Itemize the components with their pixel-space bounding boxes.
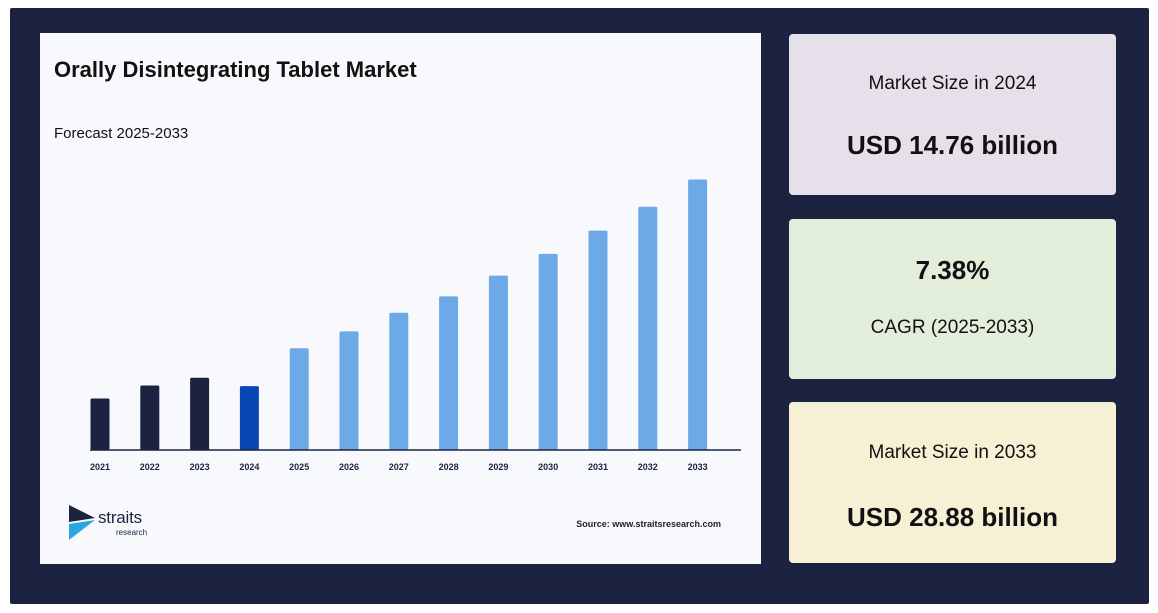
bar-2024: [239, 386, 259, 450]
bar-chart: 2021 2022 2023 2024 2025 2026 2027 2028 2029 2030…: [90, 179, 741, 472]
chart-subtitle: Forecast 2025-2033: [54, 125, 189, 142]
market-size-2024-label: Market Size in 2024: [868, 73, 1037, 94]
x-tick-2029: 2029: [488, 462, 508, 472]
bar-2033: [688, 179, 708, 450]
bar-2032: [638, 206, 658, 450]
x-tick-2026: 2026: [339, 462, 359, 472]
chart-panel: Orally Disintegrating Tablet Market Fore…: [40, 33, 761, 564]
bar-2023: [190, 377, 210, 450]
x-tick-2027: 2027: [389, 462, 409, 472]
x-tick-2032: 2032: [638, 462, 658, 472]
cagr-label: CAGR (2025-2033): [870, 317, 1035, 338]
logo-wordmark: straits: [98, 508, 142, 527]
x-tick-2028: 2028: [439, 462, 459, 472]
bars-group: [90, 179, 708, 450]
source-note: Source: www.straitsresearch.com: [576, 519, 721, 529]
cagr-card: 7.38% CAGR (2025-2033): [789, 219, 1116, 379]
logo-mark-icon: [69, 505, 95, 540]
bar-2021: [90, 398, 110, 450]
bar-2026: [339, 331, 359, 450]
x-tick-2031: 2031: [588, 462, 608, 472]
cagr-value: 7.38%: [915, 255, 990, 285]
bar-2022: [140, 385, 160, 450]
logo-subtext: research: [116, 528, 148, 537]
x-tick-2024: 2024: [239, 462, 259, 472]
bar-2031: [588, 230, 608, 450]
bar-2029: [488, 275, 508, 450]
x-tick-2021: 2021: [90, 462, 110, 472]
market-size-2033-label: Market Size in 2033: [868, 442, 1037, 463]
bar-2027: [389, 312, 409, 450]
market-size-2024-card: Market Size in 2024 USD 14.76 billion: [789, 34, 1116, 195]
x-tick-2033: 2033: [688, 462, 708, 472]
market-size-2033-card: Market Size in 2033 USD 28.88 billion: [789, 402, 1116, 563]
bar-2030: [538, 253, 558, 450]
market-size-2033-value: USD 28.88 billion: [847, 502, 1058, 532]
bar-2025: [289, 348, 309, 450]
x-tick-labels: 2021 2022 2023 2024 2025 2026 2027 2028 2029 2030…: [90, 462, 708, 472]
x-tick-2030: 2030: [538, 462, 558, 472]
market-size-2024-value: USD 14.76 billion: [847, 130, 1058, 160]
chart-title: Orally Disintegrating Tablet Market: [54, 57, 417, 82]
x-tick-2023: 2023: [190, 462, 210, 472]
straits-logo: straits research: [68, 504, 188, 544]
x-tick-2022: 2022: [140, 462, 160, 472]
x-tick-2025: 2025: [289, 462, 309, 472]
bar-2028: [439, 296, 459, 450]
